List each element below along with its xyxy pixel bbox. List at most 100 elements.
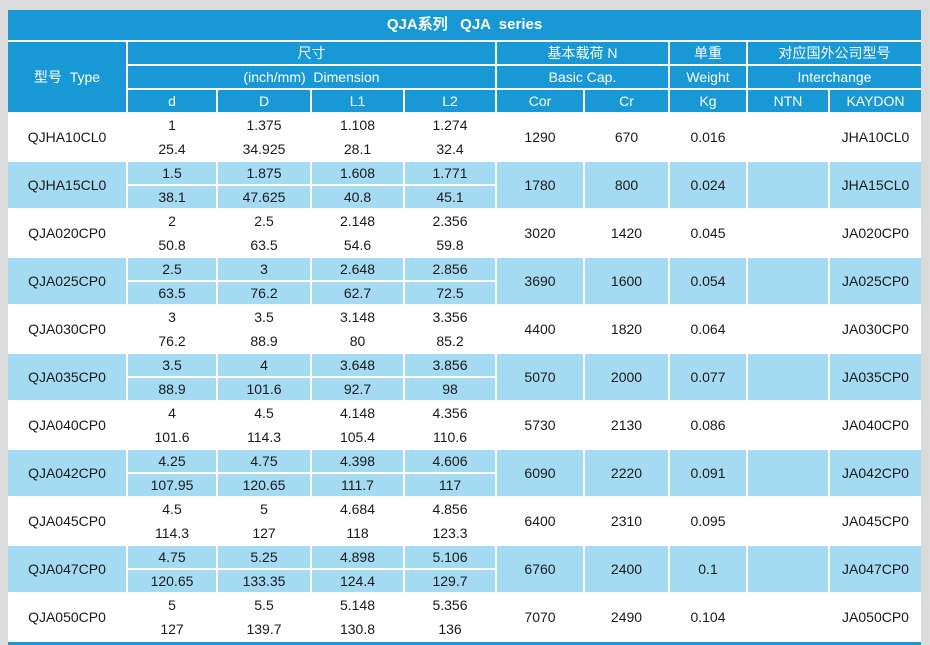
cell-d-inch: 1.5 — [128, 162, 216, 184]
cell-L1-mm: 130.8 — [339, 621, 376, 637]
cell-type: QJA040CP0 — [28, 417, 106, 433]
cell-L2-mm: 98 — [405, 378, 495, 400]
cell-d-inch: 2.5 — [128, 258, 216, 280]
cell-L2-mm: 117 — [405, 474, 495, 496]
header-weight-en: Weight — [670, 66, 746, 88]
header-col-d: d — [128, 90, 216, 112]
header-col-cr: Cr — [585, 90, 668, 112]
cell-L2-inch: 3.356 — [432, 309, 468, 325]
cell-ntn — [748, 402, 828, 448]
table-header: 型号 Type 尺寸 (inch/mm) Dimension 基本载荷 N Ba… — [8, 42, 921, 112]
table-row: QJA042CP0 4.25 107.95 4.75 120.65 4.398 111.7 4… — [8, 450, 921, 496]
cell-L1-mm: 28.1 — [343, 141, 372, 157]
cell-kg: 0.086 — [690, 417, 726, 433]
cell-d-mm: 127 — [160, 621, 184, 637]
table-row: QJA025CP0 2.5 63.5 3 76.2 2.648 62.7 2.856 72.5 3… — [8, 258, 921, 304]
cell-D-mm: 88.9 — [250, 333, 278, 349]
header-interchange-en: Interchange — [748, 66, 921, 88]
cell-kg: 0.045 — [690, 225, 726, 241]
cell-D-inch: 5.5 — [254, 597, 274, 613]
cell-kg: 0.016 — [690, 129, 726, 145]
cell-d-inch: 4.75 — [128, 546, 216, 568]
cell-L2-inch: 3.856 — [405, 354, 495, 376]
cell-L2-inch: 5.106 — [405, 546, 495, 568]
cell-ntn — [748, 162, 828, 208]
cell-D-mm: 114.3 — [247, 429, 281, 445]
cell-L1-inch: 1.108 — [339, 117, 376, 133]
cell-D-inch: 2.5 — [254, 213, 274, 229]
cell-L2-inch: 4.856 — [432, 501, 468, 517]
cell-D-inch: 4.5 — [254, 405, 274, 421]
cell-d-mm: 25.4 — [158, 141, 186, 157]
cell-L2-mm: 32.4 — [436, 141, 464, 157]
cell-ntn — [748, 354, 828, 400]
cell-L2-mm: 136 — [438, 621, 462, 637]
cell-d-inch: 1 — [168, 117, 176, 133]
header-col-L1: L1 — [312, 90, 403, 112]
cell-d-mm: 107.95 — [128, 474, 216, 496]
cell-ntn — [748, 210, 828, 256]
header-dimension-zh: 尺寸 — [128, 42, 495, 64]
spec-table: QJA系列 QJA series 型号 Type 尺寸 (inch/mm) Di… — [8, 10, 921, 645]
header-col-ntn: NTN — [748, 90, 828, 112]
cell-L1-mm: 124.4 — [312, 570, 403, 592]
cell-D-mm: 76.2 — [218, 282, 310, 304]
cell-cr: 670 — [614, 129, 639, 145]
cell-kaydon: JHA15CL0 — [830, 162, 921, 208]
cell-L1-inch: 5.148 — [339, 597, 376, 613]
cell-ntn — [748, 258, 828, 304]
table-row: QJA050CP0 5 127 5.5 139.7 5.148 130.8 5.356 136 7… — [8, 594, 921, 640]
cell-ntn — [748, 450, 828, 496]
cell-D-inch: 3.5 — [254, 309, 274, 325]
cell-L1-inch: 1.608 — [312, 162, 403, 184]
cell-type: QJA020CP0 — [28, 225, 106, 241]
cell-L2-mm: 129.7 — [405, 570, 495, 592]
cell-kaydon: JA047CP0 — [830, 546, 921, 592]
cell-ntn — [748, 594, 828, 640]
cell-L1-inch: 2.148 — [339, 213, 376, 229]
cell-ntn — [748, 498, 828, 544]
cell-L1-mm: 80 — [349, 333, 366, 349]
header-basic-cap-zh: 基本载荷 N — [497, 42, 668, 64]
cell-cr: 2220 — [585, 450, 668, 496]
cell-d-inch: 5 — [168, 597, 176, 613]
cell-D-mm: 133.35 — [218, 570, 310, 592]
cell-L1-inch: 2.648 — [312, 258, 403, 280]
cell-d-inch: 4.5 — [162, 501, 182, 517]
cell-D-mm: 127 — [252, 525, 276, 541]
cell-d-mm: 38.1 — [128, 186, 216, 208]
table-row: QJHA15CL0 1.5 38.1 1.875 47.625 1.608 40.8 1.77… — [8, 162, 921, 208]
cell-D-inch: 3 — [218, 258, 310, 280]
cell-type: QJA035CP0 — [8, 354, 126, 400]
table-row: QJHA10CL0 1 25.4 1.375 34.925 1.108 28.1 1.274 3… — [8, 114, 921, 160]
cell-D-inch: 5 — [260, 501, 268, 517]
cell-D-mm: 63.5 — [250, 237, 278, 253]
cell-L2-mm: 123.3 — [432, 525, 468, 541]
cell-kaydon: JHA10CL0 — [841, 129, 910, 145]
cell-L2-mm: 85.2 — [436, 333, 464, 349]
cell-kg: 0.091 — [670, 450, 746, 496]
cell-d-inch: 4.25 — [128, 450, 216, 472]
cell-D-mm: 47.625 — [218, 186, 310, 208]
table-body: QJHA10CL0 1 25.4 1.375 34.925 1.108 28.1 1.274 3… — [8, 114, 921, 640]
cell-cor: 4400 — [524, 321, 556, 337]
cell-L1-inch: 3.148 — [339, 309, 376, 325]
cell-L1-inch: 3.648 — [312, 354, 403, 376]
cell-L1-inch: 4.148 — [339, 405, 376, 421]
cell-type: QJA030CP0 — [28, 321, 106, 337]
cell-D-inch: 4.75 — [218, 450, 310, 472]
cell-L2-inch: 4.606 — [405, 450, 495, 472]
cell-L2-inch: 4.356 — [432, 405, 468, 421]
cell-kg: 0.077 — [670, 354, 746, 400]
cell-cor: 1780 — [497, 162, 583, 208]
cell-cor: 3020 — [524, 225, 556, 241]
cell-kg: 0.095 — [690, 513, 726, 529]
cell-cor: 3690 — [497, 258, 583, 304]
cell-cor: 5070 — [497, 354, 583, 400]
cell-L1-mm: 54.6 — [343, 237, 372, 253]
cell-L1-mm: 40.8 — [312, 186, 403, 208]
cell-d-mm: 101.6 — [154, 429, 190, 445]
cell-d-mm: 50.8 — [158, 237, 186, 253]
cell-L1-mm: 92.7 — [312, 378, 403, 400]
table-row: QJA030CP0 3 76.2 3.5 88.9 3.148 80 3.356 85.2 440… — [8, 306, 921, 352]
